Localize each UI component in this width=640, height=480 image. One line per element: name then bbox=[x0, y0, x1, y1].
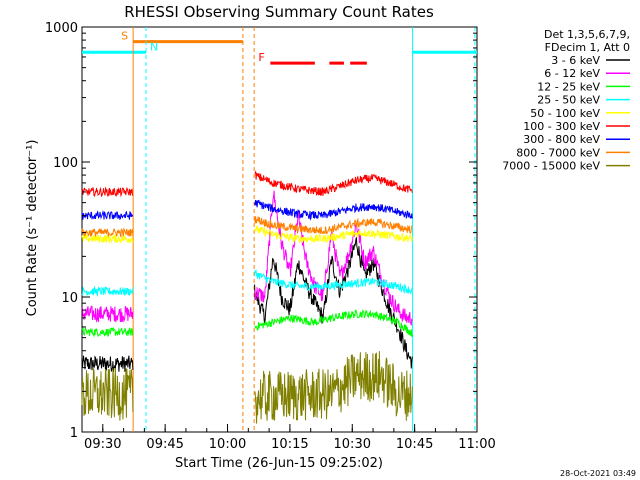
series-line bbox=[81, 170, 413, 198]
y-tick-label: 10 bbox=[61, 291, 78, 306]
x-tick-label: 10:00 bbox=[209, 437, 246, 452]
series-line bbox=[81, 308, 413, 338]
series-line bbox=[81, 216, 413, 239]
annotation-flag: N bbox=[150, 40, 158, 53]
legend-header: Det 1,3,5,6,7,9, bbox=[544, 28, 630, 41]
legend-entry: 800 - 7000 keV bbox=[516, 146, 600, 159]
footer-date: 28-Oct-2021 03:49 bbox=[560, 469, 636, 478]
series-25-50-kev bbox=[81, 269, 413, 297]
annotation-f: F bbox=[258, 51, 367, 65]
series-300-800-kev bbox=[81, 199, 413, 221]
series-100-300-kev bbox=[81, 170, 413, 198]
series-7000-15000-kev bbox=[81, 351, 413, 424]
legend-entry: 100 - 300 keV bbox=[523, 120, 600, 133]
x-tick-label: 10:15 bbox=[271, 437, 308, 452]
y-tick-label: 1000 bbox=[45, 21, 78, 36]
annotation-flag: F bbox=[258, 51, 264, 64]
series-6-12-kev bbox=[81, 190, 413, 326]
x-tick-label: 09:45 bbox=[146, 437, 183, 452]
series-50-100-kev bbox=[81, 225, 413, 244]
chart-title: RHESSI Observing Summary Count Rates bbox=[124, 3, 434, 21]
y-tick-label: 100 bbox=[53, 156, 78, 171]
annotation-flag: S bbox=[121, 30, 128, 43]
legend-entry: 12 - 25 keV bbox=[537, 80, 600, 93]
series-3-6-kev bbox=[81, 237, 413, 372]
plot-area: S N F bbox=[81, 26, 478, 433]
y-tick-label: 1 bbox=[70, 426, 78, 441]
annotation-s: S bbox=[121, 30, 243, 44]
annotation-n: N bbox=[82, 40, 158, 54]
x-tick-label: 10:30 bbox=[334, 437, 371, 452]
x-axis-label: Start Time (26-Jun-15 09:25:02) bbox=[175, 456, 383, 471]
x-axis-ticks: 09:30 09:45 10:00 10:15 10:30 10:45 11:00 bbox=[81, 424, 496, 452]
series-line bbox=[81, 237, 413, 372]
legend-entry: 25 - 50 keV bbox=[537, 94, 600, 107]
series-line bbox=[81, 351, 413, 424]
x-tick-label: 09:30 bbox=[84, 437, 121, 452]
legend-entry: 300 - 800 keV bbox=[523, 133, 600, 146]
series-12-25-kev bbox=[81, 308, 413, 338]
series-line bbox=[81, 269, 413, 297]
series-line bbox=[81, 190, 413, 326]
series-line bbox=[81, 225, 413, 244]
legend-header: FDecim 1, Att 0 bbox=[545, 41, 630, 54]
y-axis-label: Count Rate (s⁻¹ detector⁻¹) bbox=[25, 140, 40, 317]
legend-entry: 3 - 6 keV bbox=[551, 54, 600, 67]
x-tick-label: 11:00 bbox=[458, 437, 495, 452]
legend: Det 1,3,5,6,7,9,FDecim 1, Att 03 - 6 keV… bbox=[502, 28, 630, 173]
legend-entry: 7000 - 15000 keV bbox=[502, 160, 600, 173]
series-line bbox=[81, 199, 413, 221]
legend-entry: 50 - 100 keV bbox=[530, 107, 600, 120]
series-800-7000-kev bbox=[81, 216, 413, 239]
y-axis-ticks: 1 10 100 1000 bbox=[45, 21, 477, 441]
legend-entry: 6 - 12 keV bbox=[544, 67, 600, 80]
x-tick-label: 10:45 bbox=[396, 437, 433, 452]
